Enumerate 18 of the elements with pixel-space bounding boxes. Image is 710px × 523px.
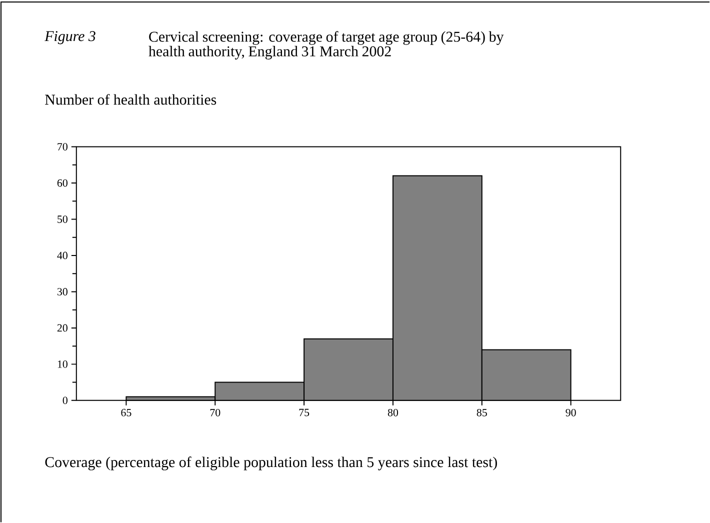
y-tick-label: 0 xyxy=(62,396,68,404)
x-tick-label: 65 xyxy=(121,409,132,416)
y-tick-label: 40 xyxy=(57,252,68,260)
y-tick-label: 10 xyxy=(58,360,68,368)
x-tick-label: 90 xyxy=(566,409,576,416)
x-tick-label: 70 xyxy=(210,409,220,416)
x-axis-title: Coverage (percentage of eligible population less than 5 years since last test) xyxy=(45,456,497,470)
y-tick-label: 60 xyxy=(57,179,68,187)
y-tick-label: 20 xyxy=(57,324,68,332)
y-tick-label: 30 xyxy=(57,288,68,296)
y-axis-title: Number of health authorities xyxy=(45,94,216,105)
caption: Figure 3 xyxy=(44,31,96,44)
y-tick-label: 50 xyxy=(58,216,68,224)
x-tick-label: 85 xyxy=(476,409,487,416)
x-tick-label: 75 xyxy=(299,409,310,416)
x-tick-label: 80 xyxy=(388,409,398,416)
y-tick-label: 70 xyxy=(58,143,68,151)
chart-title: Cervical screening: coverage of target age group (25-64) by health authority, England 31 March 2002 xyxy=(148,31,504,60)
